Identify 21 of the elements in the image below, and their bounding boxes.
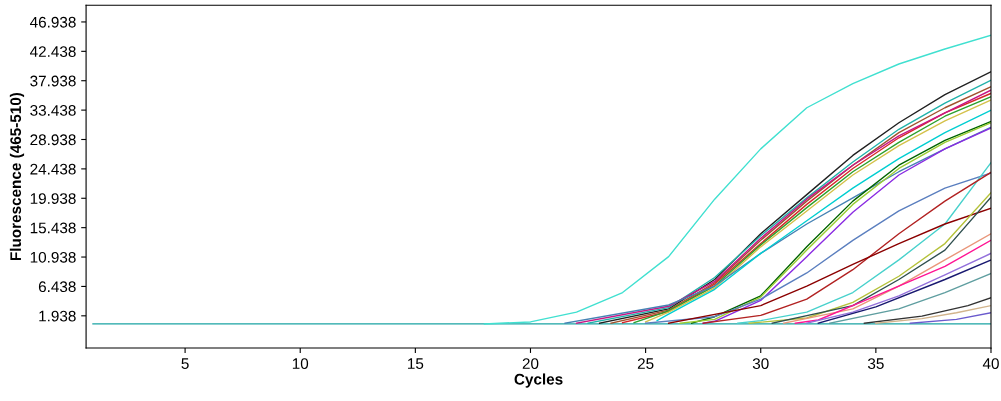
y-tick-label: 1.938 [39, 310, 76, 322]
x-tick-label: 15 [408, 358, 424, 370]
y-tick-label: 24.438 [30, 163, 76, 175]
x-tick-label: 25 [637, 358, 654, 370]
y-tick-label: 46.938 [29, 16, 76, 28]
x-tick-label: 40 [982, 358, 999, 370]
x-tick-label: 10 [292, 358, 309, 370]
y-tick-label: 6.438 [38, 281, 76, 293]
x-tick-label: 30 [752, 358, 769, 370]
x-tick-label: 20 [522, 358, 539, 370]
y-tick-label: 28.938 [30, 134, 76, 146]
y-tick-label: 37.938 [30, 75, 76, 87]
y-axis-title: Fluorescence (465-510) [9, 92, 25, 261]
y-tick-label: 19.938 [30, 193, 76, 204]
x-tick-label: 5 [181, 358, 189, 370]
y-tick-label: 10.938 [30, 251, 76, 263]
x-tick-label: 35 [867, 358, 884, 370]
y-tick-label: 15.438 [30, 222, 76, 234]
x-axis-title: Cycles [514, 373, 563, 388]
y-tick-label: 42.438 [29, 46, 76, 58]
y-tick-label: 33.438 [30, 104, 76, 116]
